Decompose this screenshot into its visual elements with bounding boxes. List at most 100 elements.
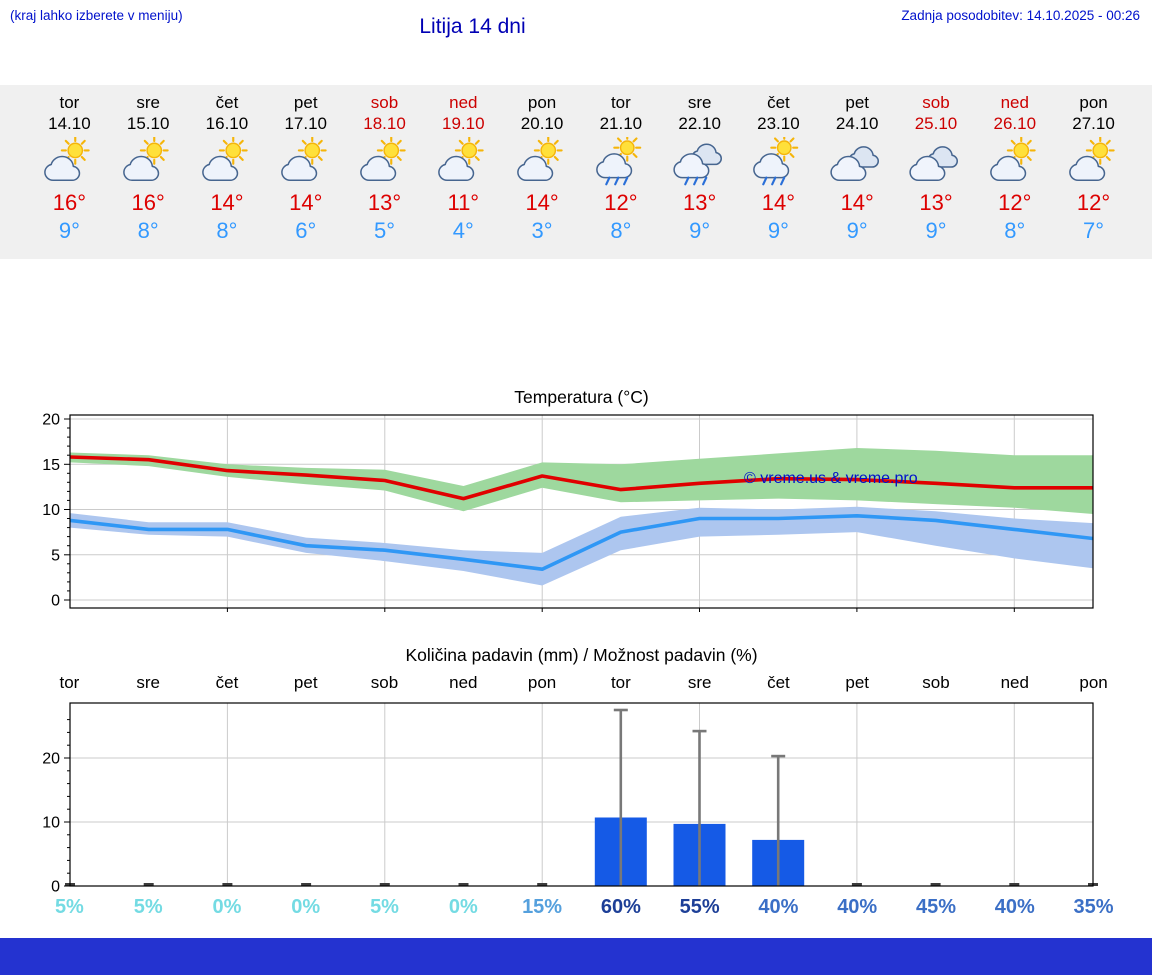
day-name: tor (610, 93, 631, 112)
low-temp: 9° (689, 218, 711, 243)
forecast-day-column: tor 21.10 12° 8° (581, 85, 660, 243)
precip-day-label: pon (527, 673, 557, 692)
high-temp: 14° (210, 190, 244, 215)
last-update-text: Zadnja posodobitev: 14.10.2025 - 00:26 (901, 8, 1140, 23)
high-temp: 13° (367, 190, 402, 215)
high-temp: 16° (52, 190, 87, 215)
forecast-day-column: pon 27.10 12° 7° (1054, 85, 1133, 243)
precip-day-label: ned (1000, 673, 1029, 692)
high-temp: 14° (289, 190, 323, 215)
precip-probability: 0% (291, 896, 321, 918)
precip-day-label: čet (215, 673, 239, 692)
forecast-day-column: sob 18.10 13° 5° (345, 85, 424, 243)
weather-icon-partly-cloudy (359, 137, 406, 182)
high-temp: 12° (998, 190, 1032, 215)
weather-icon-wrap (975, 134, 1054, 190)
temp-ytick-label: 10 (42, 502, 60, 519)
weather-icon-partly-cloudy (123, 137, 169, 182)
weather-icon-rain (672, 143, 722, 186)
high-temp: 14° (761, 190, 796, 215)
day-date: 20.10 (520, 114, 564, 133)
day-columns: tor 14.10 16° 9° sre 15.10 16° 8° čet 16… (30, 85, 1133, 243)
day-date: 16.10 (205, 114, 249, 133)
day-date: 17.10 (284, 114, 327, 133)
weather-icon-cloudy (830, 146, 880, 182)
low-temp: 8° (610, 218, 632, 243)
day-name: sre (136, 93, 160, 112)
weather-icon-wrap (581, 134, 660, 190)
precip-probability: 40% (758, 896, 799, 918)
weather-icon-wrap (1054, 134, 1133, 190)
day-name: sob (922, 93, 950, 112)
forecast-day-column: čet 16.10 14° 8° (188, 85, 267, 243)
weather-icon-wrap (503, 134, 582, 190)
day-date: 15.10 (126, 114, 170, 133)
precip-ytick-label: 20 (42, 751, 60, 768)
high-temp: 12° (1076, 190, 1111, 215)
day-name: sre (687, 93, 712, 112)
day-name: sob (370, 93, 399, 112)
weather-icon-partly-cloudy (517, 137, 563, 182)
day-name: čet (767, 93, 790, 112)
weather-icon-wrap (345, 134, 424, 190)
forecast-day-column: čet 23.10 14° 9° (739, 85, 818, 243)
high-temp: 14° (840, 190, 874, 215)
day-name: ned (449, 93, 478, 112)
page-title: Litija 14 dni (419, 15, 526, 38)
precip-probability: 40% (837, 896, 878, 918)
forecast-day-column: tor 14.10 16° 9° (30, 85, 109, 243)
precip-day-label: tor (59, 673, 80, 692)
day-tick (379, 883, 390, 886)
day-date: 23.10 (757, 114, 800, 133)
precip-day-label: sre (136, 673, 160, 692)
precip-day-label: sre (687, 673, 712, 692)
day-tick (458, 883, 469, 886)
precip-probability-row: 5% 5% 0% 0% 5% 0% 15% 60% 55% 40% 40% 45% 40% 35% (0, 896, 1152, 919)
low-temp: 3° (531, 218, 553, 243)
low-temp: 8° (1004, 218, 1026, 243)
precip-day-labels: tor sre čet pet sob ned pon tor sre čet pet sob ned p… (0, 673, 1152, 693)
day-tick (1009, 883, 1020, 886)
day-name: pon (527, 93, 557, 112)
precip-probability: 55% (679, 896, 720, 918)
forecast-day-column: sre 22.10 13° 9° (660, 85, 739, 243)
day-name: pon (1079, 93, 1108, 112)
weather-icon-wrap (30, 134, 109, 190)
weather-icon-wrap (266, 134, 345, 190)
forecast-day-column: pon 20.10 14° 3° (503, 85, 582, 243)
day-name: ned (1000, 93, 1029, 112)
footer-bar (0, 938, 1152, 975)
day-name: pet (845, 93, 870, 112)
temp-ytick-label: 20 (42, 412, 60, 429)
day-date: 19.10 (442, 114, 485, 133)
precipitation-chart-title: Količina padavin (mm) / Možnost padavin … (405, 645, 758, 665)
weather-icon-rain-showers (595, 137, 642, 186)
day-date: 14.10 (48, 114, 91, 133)
precip-probability: 5% (54, 896, 84, 918)
temp-ytick-label: 0 (51, 593, 60, 610)
min-temp-range-band (70, 506, 1093, 586)
precip-day-label: sob (922, 673, 950, 692)
precip-ytick-label: 10 (42, 815, 60, 832)
precip-probability: 15% (522, 896, 563, 918)
temperature-chart-title: Temperatura (°C) (514, 387, 649, 407)
watermark-link[interactable]: © vreme.us & vreme.pro (744, 470, 918, 487)
day-name: tor (59, 93, 80, 112)
weather-icon-cloudy (909, 146, 958, 182)
day-tick (301, 883, 312, 886)
temperature-chart: 0 5 10 15 20 © vreme.us & vreme.pro (42, 412, 1094, 612)
day-date: 24.10 (835, 114, 879, 133)
forecast-day-column: ned 19.10 11° 4° (424, 85, 503, 243)
weather-icon-partly-cloudy (1068, 137, 1115, 182)
low-temp: 9° (767, 218, 789, 243)
day-date: 25.10 (914, 114, 958, 133)
low-temp: 7° (1083, 218, 1105, 243)
precip-day-label-columns: tor sre čet pet sob ned pon tor sre čet pet sob ned p… (30, 673, 1133, 693)
low-temp: 5° (373, 218, 396, 243)
precip-day-label: čet (767, 673, 790, 692)
weather-icon-partly-cloudy (989, 137, 1036, 182)
day-date: 22.10 (678, 114, 721, 133)
low-temp: 6° (295, 218, 317, 243)
forecast-day-column: sre 15.10 16° 8° (109, 85, 188, 243)
low-temp: 4° (452, 218, 474, 243)
